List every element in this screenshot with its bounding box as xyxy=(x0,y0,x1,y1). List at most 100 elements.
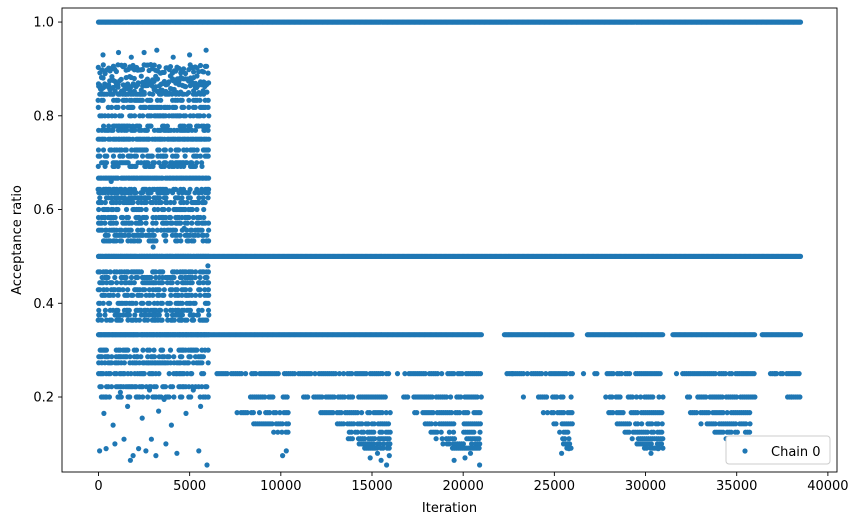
data-point xyxy=(104,280,110,286)
data-point xyxy=(205,104,211,110)
data-point xyxy=(129,220,135,226)
data-point xyxy=(194,73,200,79)
data-point xyxy=(143,312,149,318)
data-point xyxy=(277,410,283,416)
data-point xyxy=(158,97,164,103)
data-point xyxy=(734,394,740,400)
data-point xyxy=(143,206,149,213)
data-point xyxy=(118,227,124,233)
data-point xyxy=(146,227,152,233)
data-point xyxy=(553,421,559,427)
data-point xyxy=(341,394,347,400)
data-point xyxy=(747,421,753,427)
data-point xyxy=(370,441,377,447)
data-point xyxy=(439,371,445,377)
data-point xyxy=(367,410,373,416)
data-point xyxy=(524,371,531,377)
data-point xyxy=(101,410,107,416)
data-point xyxy=(429,394,435,400)
data-point xyxy=(181,163,187,169)
y-axis-label: Acceptance ratio xyxy=(10,185,25,295)
data-point xyxy=(187,123,193,129)
data-point xyxy=(195,312,201,318)
data-point xyxy=(158,199,164,206)
data-point xyxy=(722,371,729,377)
data-point xyxy=(186,190,192,196)
data-point xyxy=(633,394,640,400)
data-point xyxy=(189,280,195,286)
data-point xyxy=(435,371,441,377)
data-point xyxy=(161,69,167,75)
data-point xyxy=(143,214,149,221)
data-point xyxy=(206,80,212,86)
data-point xyxy=(179,300,185,306)
data-point xyxy=(355,410,361,416)
data-point xyxy=(170,384,176,390)
data-point xyxy=(106,123,112,129)
data-point xyxy=(187,287,193,293)
data-point xyxy=(332,371,339,377)
data-point xyxy=(159,253,165,259)
data-point xyxy=(270,394,276,400)
data-point xyxy=(204,384,210,390)
data-point xyxy=(140,394,146,400)
data-point xyxy=(655,446,661,452)
data-point xyxy=(137,123,143,129)
data-point xyxy=(634,410,641,416)
data-point xyxy=(104,153,110,159)
data-point xyxy=(182,153,188,159)
data-point xyxy=(133,347,140,353)
data-point xyxy=(422,371,428,377)
data-point xyxy=(138,354,144,360)
data-point xyxy=(371,421,377,427)
data-point xyxy=(138,220,144,226)
data-point xyxy=(119,113,125,119)
data-point xyxy=(176,147,182,153)
data-point xyxy=(150,227,156,233)
data-point xyxy=(186,214,192,221)
data-point xyxy=(95,64,101,70)
data-point xyxy=(462,455,468,461)
data-point xyxy=(331,394,337,400)
data-point xyxy=(192,163,198,169)
data-point xyxy=(118,280,124,286)
data-point xyxy=(554,394,560,400)
data-point xyxy=(113,68,119,75)
data-point xyxy=(184,317,190,323)
data-point xyxy=(305,394,311,400)
data-point xyxy=(191,238,197,244)
data-point xyxy=(187,354,193,360)
data-point xyxy=(161,163,168,169)
data-point xyxy=(150,244,156,250)
x-tick-label: 35000 xyxy=(716,479,757,494)
data-point xyxy=(638,394,644,400)
data-point xyxy=(192,127,199,133)
data-point xyxy=(148,274,154,281)
data-point xyxy=(354,429,361,435)
data-point xyxy=(478,394,484,400)
data-point xyxy=(204,63,210,69)
data-point xyxy=(151,62,157,68)
data-point xyxy=(174,287,180,293)
data-point xyxy=(149,153,155,159)
data-point xyxy=(125,317,131,323)
x-tick-label: 40000 xyxy=(807,479,848,494)
data-point xyxy=(155,206,161,213)
data-point xyxy=(361,429,367,435)
data-point xyxy=(618,371,625,377)
data-point xyxy=(96,307,102,313)
data-point xyxy=(569,371,576,377)
data-point xyxy=(143,220,149,226)
data-point xyxy=(171,317,177,323)
data-point xyxy=(100,75,106,81)
data-point xyxy=(385,421,392,427)
data-point xyxy=(199,384,205,390)
data-point xyxy=(386,453,392,459)
data-point xyxy=(205,153,211,159)
data-point xyxy=(341,371,347,377)
data-point xyxy=(430,410,436,416)
data-point xyxy=(136,446,142,452)
data-point xyxy=(171,199,177,206)
data-point xyxy=(186,97,192,103)
data-point xyxy=(338,410,344,416)
